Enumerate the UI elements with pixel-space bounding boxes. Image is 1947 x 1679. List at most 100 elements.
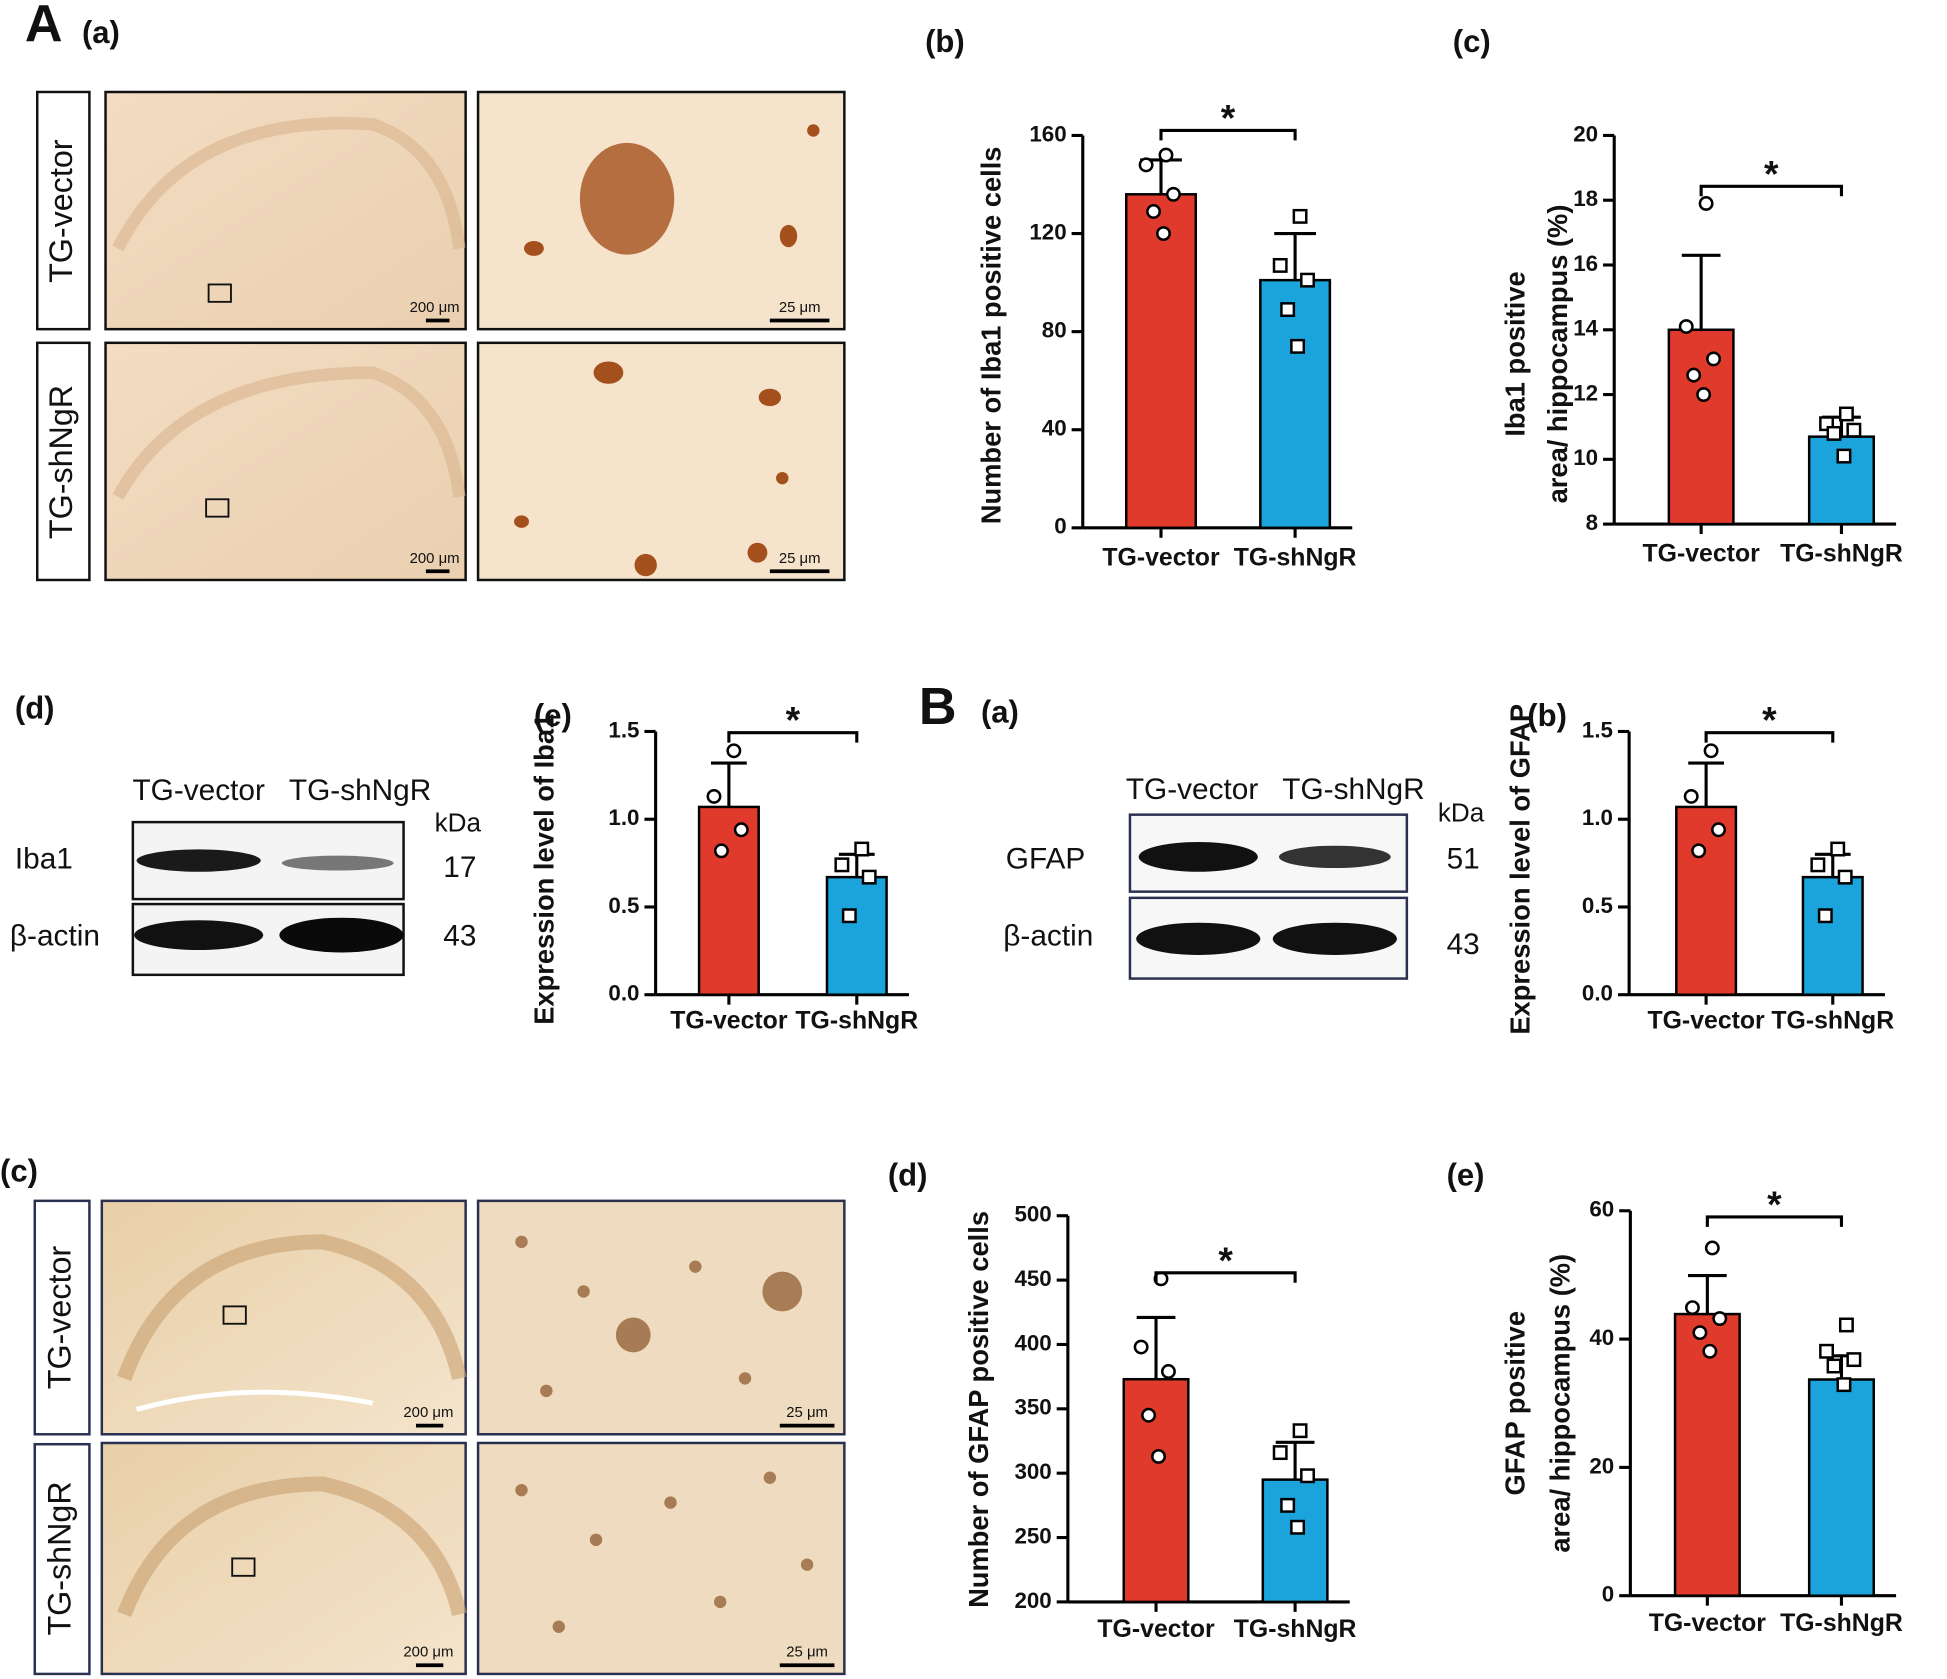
y-tick-label: 40 xyxy=(1589,1325,1614,1350)
y-tick-label: 40 xyxy=(1042,416,1067,441)
y-axis-label: area/ hippocampus (%) xyxy=(1544,1254,1575,1553)
y-axis-label: Expression level of Iba1 xyxy=(529,714,560,1025)
data-point xyxy=(1151,1449,1166,1464)
y-tick-label: 20 xyxy=(1573,121,1598,146)
x-tick-label: TG-vector xyxy=(1102,544,1220,571)
data-point xyxy=(1678,319,1694,334)
error-bar xyxy=(711,761,747,807)
data-point xyxy=(1838,1317,1854,1333)
band xyxy=(134,920,264,951)
band xyxy=(136,849,261,872)
data-point xyxy=(841,908,857,924)
data-point xyxy=(1826,1358,1842,1374)
bar xyxy=(1675,805,1738,996)
band xyxy=(279,917,404,953)
bar xyxy=(1807,1378,1875,1597)
data-point xyxy=(1838,406,1854,422)
data-point xyxy=(1290,338,1306,354)
y-tick-label: 0 xyxy=(1602,1582,1614,1607)
data-point xyxy=(1712,1311,1728,1327)
y-tick-label: 0.0 xyxy=(608,981,639,1006)
significance-bracket xyxy=(1704,731,1835,743)
lane-label: TG-vector xyxy=(132,774,265,807)
y-tick-label: 10 xyxy=(1573,445,1598,470)
x-tick-label: TG-shNgR xyxy=(795,1008,918,1035)
y-axis-label: area/ hippocampus (%) xyxy=(1542,205,1573,504)
lane-label: TG-vector xyxy=(1126,773,1259,806)
micrograph-group xyxy=(36,90,846,582)
x-tick-label: TG-vector xyxy=(1097,1616,1215,1643)
y-tick-label: 12 xyxy=(1573,380,1598,405)
cells xyxy=(514,124,820,577)
x-tick-label: TG-vector xyxy=(1647,1008,1765,1035)
lane-label: TG-shNgR xyxy=(1282,773,1424,806)
protein-label: Iba1 xyxy=(15,842,73,875)
y-axis-label: GFAP positive xyxy=(1500,1311,1531,1496)
bar xyxy=(1801,875,1864,996)
scale-bar-label: 200 μm xyxy=(403,1645,453,1661)
y-tick-label: 18 xyxy=(1573,186,1598,211)
significance-label: * xyxy=(1762,699,1777,741)
bar xyxy=(1122,1377,1190,1604)
error-bar xyxy=(1275,1440,1315,1480)
y-tick-label: 300 xyxy=(1014,1459,1051,1484)
panel-label: (c) xyxy=(0,1154,38,1189)
band xyxy=(1136,922,1261,955)
x-tick-label: TG-shNgR xyxy=(1771,1008,1894,1035)
data-point xyxy=(1158,147,1174,163)
significance-label: * xyxy=(1221,96,1236,138)
y-tick-label: 450 xyxy=(1014,1266,1051,1291)
panel-label: (c) xyxy=(1453,24,1491,59)
unit-label: kDa xyxy=(1438,798,1485,828)
row-label: TG-vector xyxy=(43,139,79,283)
data-point xyxy=(1141,1407,1157,1423)
significance-bracket xyxy=(1154,1271,1297,1283)
data-point xyxy=(1684,1300,1700,1316)
band xyxy=(1272,922,1397,955)
data-point xyxy=(1846,1352,1862,1368)
y-axis-label: Number of Iba1 positive cells xyxy=(976,147,1007,525)
kda-label: 51 xyxy=(1447,842,1480,875)
band xyxy=(281,855,394,871)
y-tick-label: 0 xyxy=(1054,514,1066,539)
bar xyxy=(1673,1312,1741,1597)
significance-label: * xyxy=(786,699,801,741)
tissue xyxy=(117,1234,467,1381)
micrograph xyxy=(476,1199,846,1436)
data-point xyxy=(1138,157,1154,173)
protein-label: GFAP xyxy=(1006,842,1085,875)
panel-label: (b) xyxy=(1527,698,1567,733)
error-bar xyxy=(1274,231,1316,281)
data-point xyxy=(1703,743,1719,759)
y-axis-label: Number of GFAP positive cells xyxy=(963,1211,994,1608)
data-point xyxy=(1702,1343,1718,1359)
row-label-box xyxy=(33,1442,91,1676)
unit-label: kDa xyxy=(435,807,482,837)
x-tick-label: TG-vector xyxy=(670,1008,788,1035)
roi-box xyxy=(205,498,230,518)
bar xyxy=(825,875,888,996)
data-point xyxy=(1826,425,1842,441)
data-point xyxy=(1290,1519,1306,1535)
y-tick-label: 400 xyxy=(1014,1330,1051,1355)
x-tick-label: TG-shNgR xyxy=(1234,544,1357,571)
x-tick-label: TG-vector xyxy=(1643,541,1761,568)
y-tick-label: 350 xyxy=(1014,1395,1051,1420)
data-point xyxy=(1711,822,1726,838)
data-point xyxy=(861,869,877,885)
row-label: TG-vector xyxy=(42,1246,78,1390)
data-point xyxy=(1292,208,1308,224)
scale-bars xyxy=(415,1423,835,1668)
y-tick-label: 60 xyxy=(1589,1197,1614,1222)
tissue xyxy=(117,1476,467,1617)
x-tick-label: TG-shNgR xyxy=(1234,1616,1357,1643)
y-axis-label: Iba1 positive xyxy=(1500,271,1531,436)
kda-label: 17 xyxy=(443,851,476,884)
panel-label: (a) xyxy=(981,694,1019,729)
data-point xyxy=(1146,204,1161,219)
row-label-box xyxy=(33,1199,91,1436)
data-point xyxy=(1691,843,1707,859)
data-point xyxy=(1696,387,1712,403)
data-point xyxy=(1686,367,1702,383)
